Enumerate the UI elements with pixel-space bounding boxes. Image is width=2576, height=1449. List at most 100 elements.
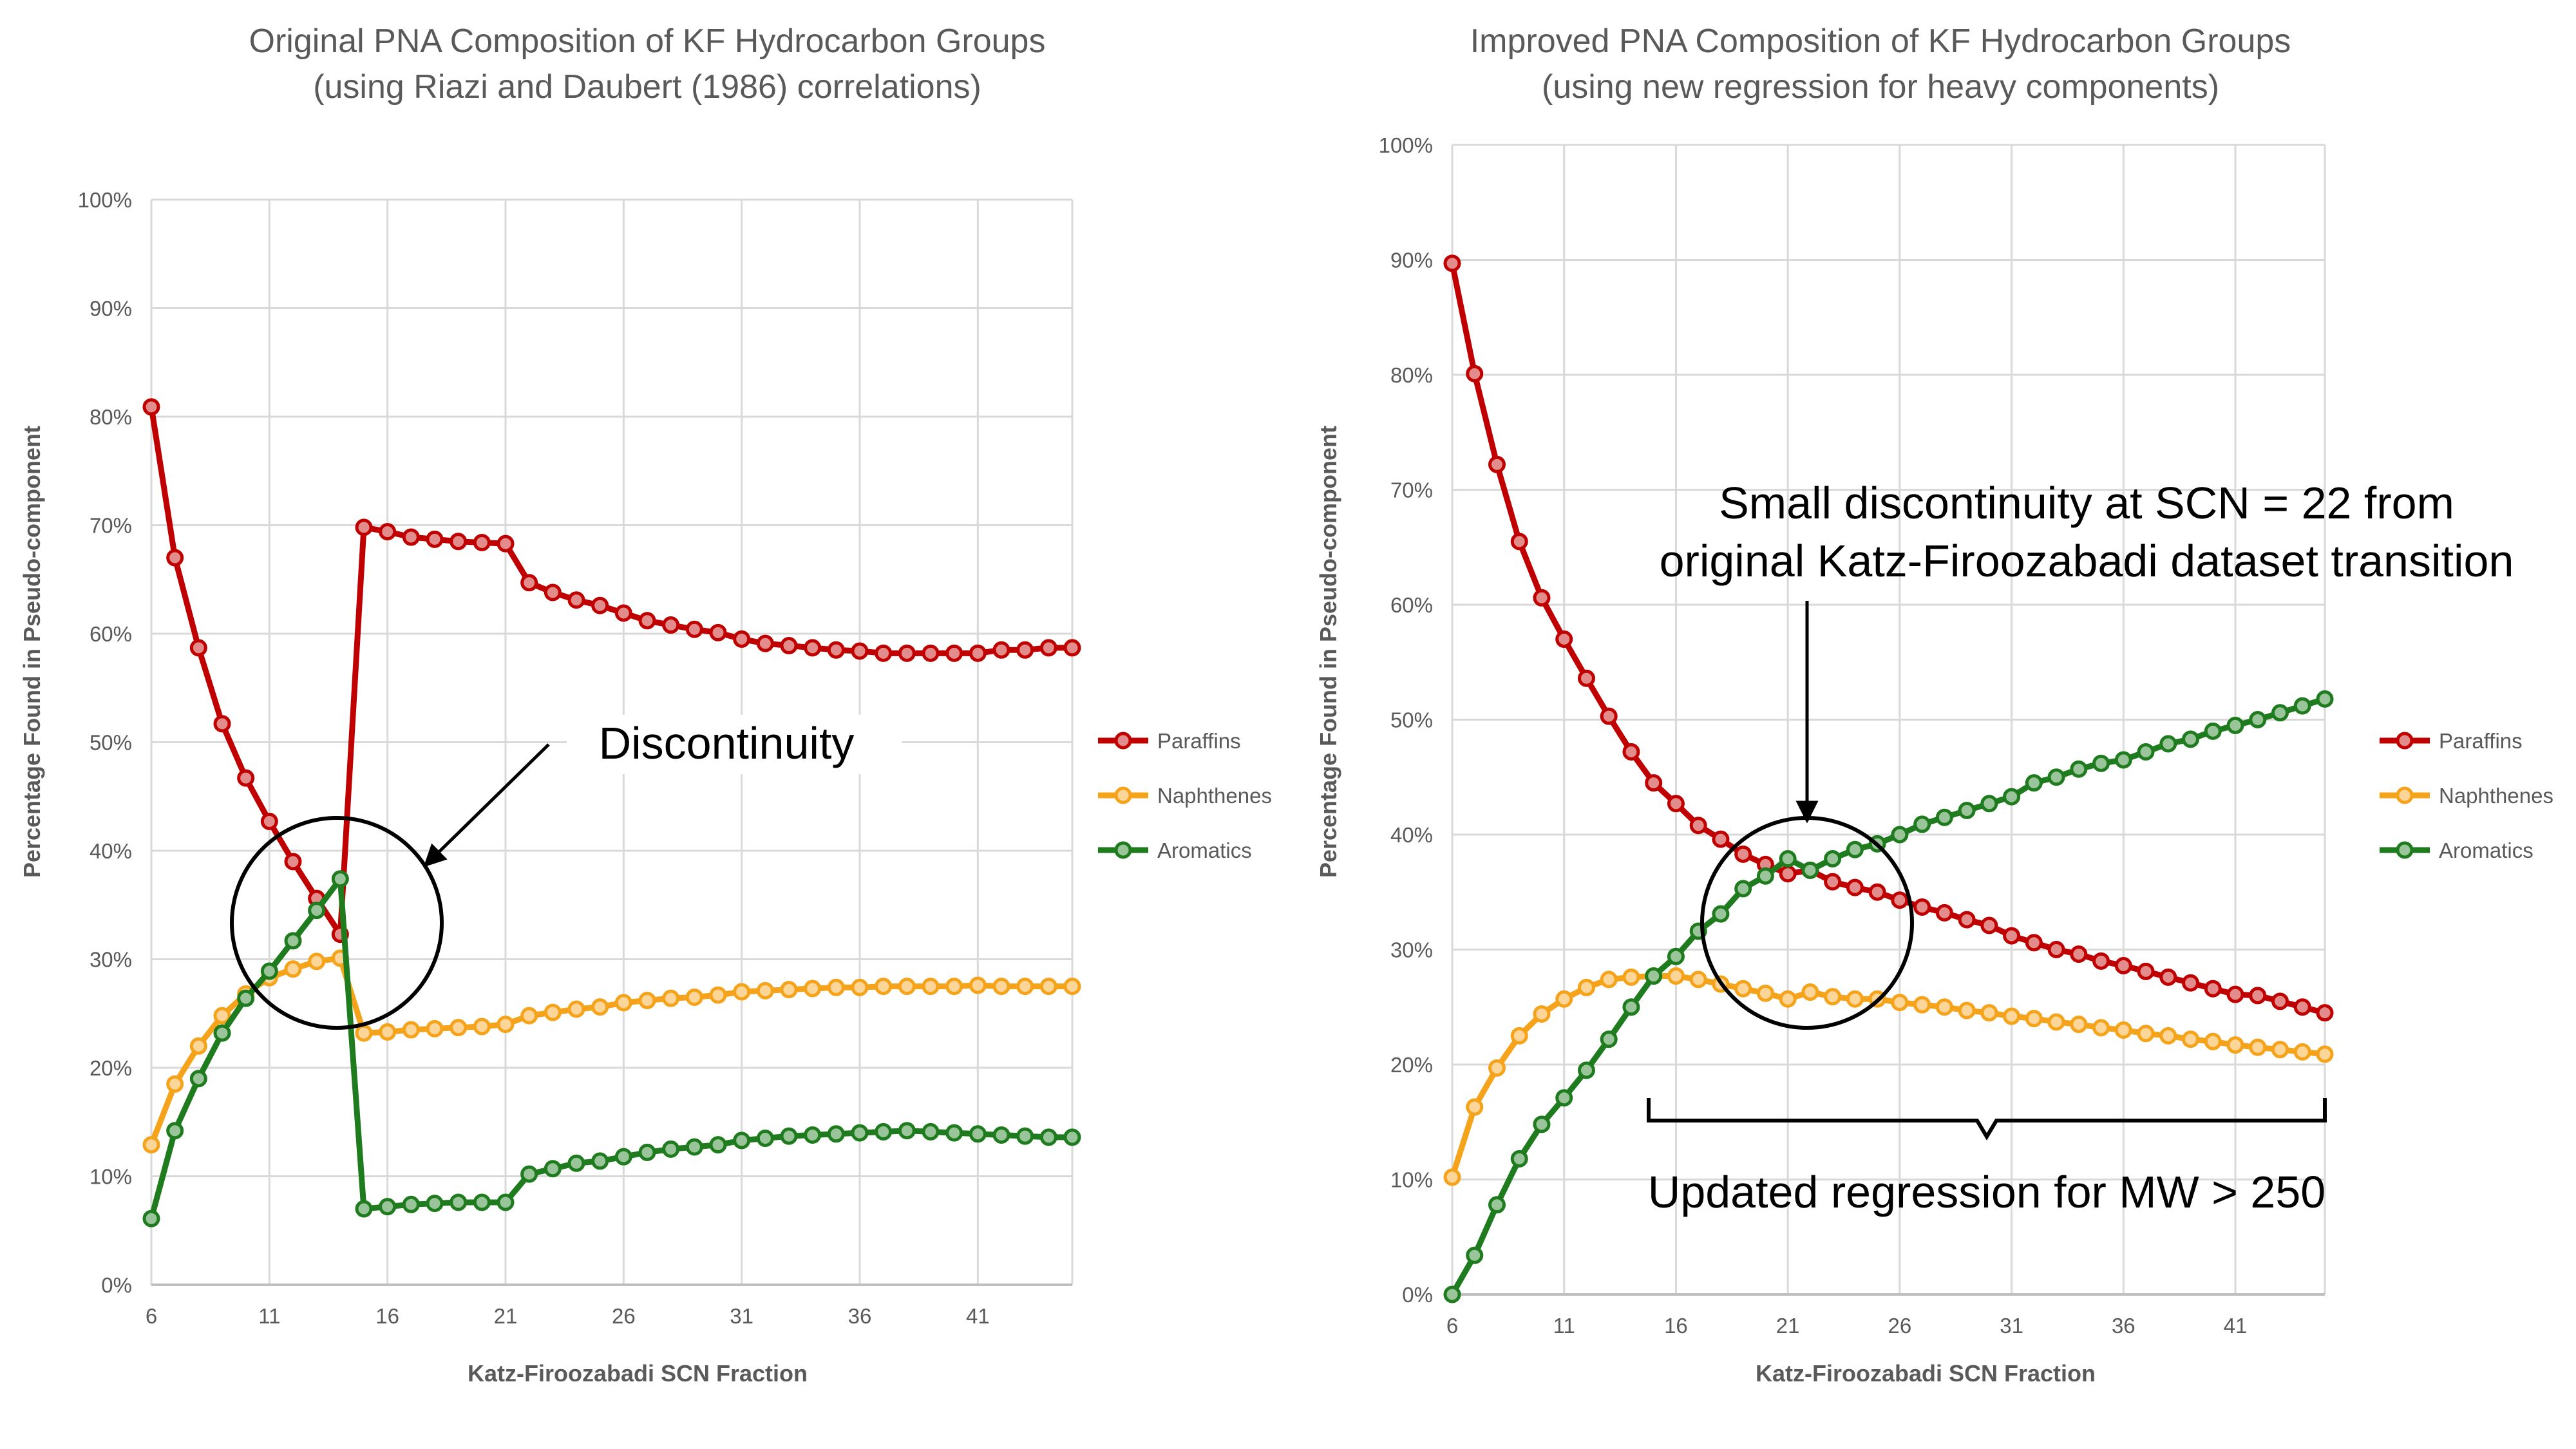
x-axis-label: Katz-Firoozabadi SCN Fraction (468, 1360, 808, 1387)
data-point-naphthenes (851, 978, 869, 996)
annotation-arrow (423, 743, 550, 867)
data-point-naphthenes (992, 978, 1010, 996)
data-point-aromatics (756, 1130, 774, 1148)
data-point-aromatics (1913, 815, 1931, 833)
data-point-aromatics (567, 1154, 585, 1172)
data-point-paraffins (2226, 985, 2244, 1003)
data-point-naphthenes (638, 992, 656, 1010)
y-tick-label: 10% (90, 1165, 132, 1189)
y-tick-label: 0% (1402, 1283, 1433, 1307)
data-point-aromatics (1466, 1246, 1484, 1264)
data-point-aromatics (1488, 1196, 1506, 1214)
data-point-naphthenes (379, 1023, 397, 1041)
legend-marker-naphthenes (2396, 786, 2414, 804)
y-axis-label: Percentage Found in Pseudo-component (19, 426, 45, 878)
legend-marker-aromatics (2396, 841, 2414, 859)
data-point-naphthenes (827, 978, 845, 996)
annotation-background (567, 715, 902, 774)
chart-original: Original PNA Composition of KF Hydrocarb… (19, 23, 1272, 1387)
data-point-aromatics (2114, 751, 2132, 769)
data-point-aromatics (1935, 808, 1953, 826)
data-point-aromatics (1756, 867, 1774, 885)
chart-title: Original PNA Composition of KF Hydrocarb… (249, 23, 1046, 60)
data-point-naphthenes (1600, 971, 1618, 989)
data-point-paraffins (2293, 998, 2311, 1016)
data-point-paraffins (402, 528, 420, 546)
data-point-naphthenes (1980, 1004, 1998, 1022)
annotation-regression: Updated regression for MW > 250 (1648, 1167, 2325, 1217)
data-point-naphthenes (1689, 971, 1707, 989)
data-point-aromatics (2271, 704, 2289, 722)
data-point-paraffins (804, 639, 822, 657)
data-point-naphthenes (1466, 1098, 1484, 1116)
data-point-naphthenes (473, 1018, 491, 1036)
data-point-paraffins (260, 813, 278, 831)
data-point-paraffins (2316, 1004, 2334, 1022)
data-point-aromatics (1016, 1127, 1034, 1145)
y-tick-label: 30% (90, 948, 132, 972)
data-point-naphthenes (2114, 1021, 2132, 1039)
x-tick-label: 31 (2000, 1314, 2023, 1338)
data-point-paraffins (497, 535, 515, 553)
data-point-naphthenes (685, 988, 703, 1006)
data-point-paraffins (520, 574, 538, 592)
data-point-naphthenes (709, 986, 727, 1004)
legend-label-naphthenes: Naphthenes (1157, 784, 1272, 808)
series-group (142, 398, 1081, 1227)
data-point-paraffins (1980, 916, 1998, 934)
discontinuity-circle (230, 816, 444, 1030)
data-point-naphthenes (1063, 978, 1081, 996)
data-point-paraffins (450, 533, 468, 551)
data-point-aromatics (969, 1125, 987, 1143)
data-point-paraffins (2025, 934, 2043, 952)
data-point-naphthenes (2003, 1007, 2021, 1025)
data-point-naphthenes (450, 1019, 468, 1037)
data-point-paraffins (1846, 878, 1864, 896)
legend: Paraffins Naphthenes Aromatics (1098, 729, 1272, 862)
data-point-aromatics (898, 1122, 916, 1140)
y-tick-label: 60% (90, 622, 132, 646)
data-point-naphthenes (1016, 978, 1034, 996)
data-point-paraffins (473, 533, 491, 551)
data-point-naphthenes (1533, 1005, 1551, 1023)
data-point-aromatics (685, 1138, 703, 1156)
series-line-naphthenes (1449, 973, 2325, 1179)
data-point-paraffins (992, 641, 1010, 659)
data-point-naphthenes (142, 1136, 160, 1154)
x-tick-label: 36 (2112, 1314, 2136, 1338)
data-point-naphthenes (355, 1024, 373, 1042)
x-tick-label: 21 (1776, 1314, 1800, 1338)
data-point-naphthenes (1958, 1001, 1976, 1019)
data-point-naphthenes (2271, 1041, 2289, 1059)
data-point-paraffins (709, 623, 727, 641)
data-point-naphthenes (1734, 980, 1752, 998)
data-point-naphthenes (284, 960, 302, 978)
data-point-paraffins (1510, 533, 1528, 551)
data-point-naphthenes (308, 952, 326, 971)
data-point-paraffins (591, 596, 609, 614)
gridlines (1451, 144, 2326, 1296)
data-point-paraffins (2047, 941, 2065, 958)
data-point-paraffins (544, 583, 562, 601)
data-point-aromatics (1779, 849, 1797, 867)
legend-label-paraffins: Paraffins (1157, 729, 1241, 753)
data-point-paraffins (1645, 774, 1663, 792)
x-tick-label: 36 (848, 1304, 872, 1328)
data-point-naphthenes (213, 1007, 231, 1025)
y-axis-label: Percentage Found in Pseudo-component (1315, 426, 1341, 878)
data-point-paraffins (898, 644, 916, 662)
series-line-aromatics (1450, 696, 2326, 1296)
data-point-paraffins (1600, 707, 1618, 725)
data-point-paraffins (614, 604, 632, 622)
data-point-aromatics (591, 1152, 609, 1170)
data-point-paraffins (1667, 795, 1685, 813)
data-point-aromatics (473, 1193, 491, 1211)
data-point-naphthenes (2226, 1036, 2244, 1054)
data-point-aromatics (2047, 768, 2065, 786)
data-point-paraffins (1689, 817, 1707, 835)
data-point-aromatics (827, 1125, 845, 1143)
chart-title: Improved PNA Composition of KF Hydrocarb… (1470, 23, 2291, 60)
y-tick-label: 50% (1390, 708, 1433, 732)
data-point-naphthenes (520, 1007, 538, 1025)
data-point-aromatics (497, 1193, 515, 1211)
